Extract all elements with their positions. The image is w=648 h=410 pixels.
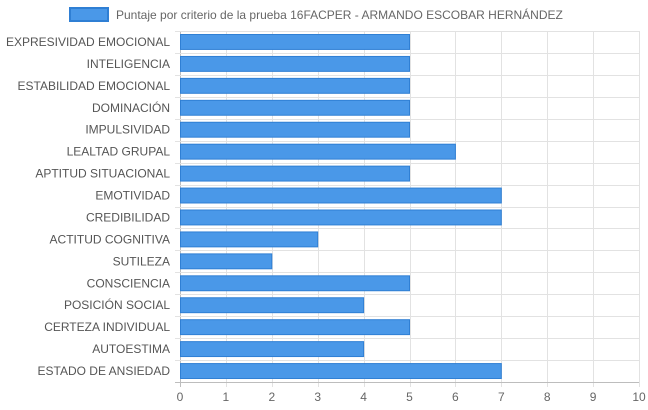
category-label: ESTABILIDAD EMOCIONAL <box>18 79 171 93</box>
x-tick-label: 6 <box>452 390 459 404</box>
category-label: APTITUD SITUACIONAL <box>35 167 170 181</box>
legend-label: Puntaje por criterio de la prueba 16FACP… <box>116 7 563 22</box>
bar[interactable] <box>180 341 365 358</box>
category-label: DOMINACIÓN <box>92 100 170 115</box>
bar[interactable] <box>180 231 319 248</box>
x-tick-label: 4 <box>360 390 367 404</box>
x-tick-label: 0 <box>177 390 184 404</box>
category-label: EMOTIVIDAD <box>95 189 170 203</box>
bar[interactable] <box>180 319 410 336</box>
bar[interactable] <box>180 187 502 204</box>
legend-swatch <box>69 7 109 22</box>
bar[interactable] <box>180 121 410 138</box>
x-tick-label: 2 <box>268 390 275 404</box>
category-label: CERTEZA INDIVIDUAL <box>44 320 170 334</box>
x-tick-label: 9 <box>590 390 597 404</box>
bar[interactable] <box>180 55 410 72</box>
bar[interactable] <box>180 99 410 116</box>
x-tick-label: 7 <box>498 390 505 404</box>
bar[interactable] <box>180 165 410 182</box>
bar[interactable] <box>180 297 365 314</box>
category-label: INTELIGENCIA <box>87 57 170 71</box>
bar[interactable] <box>180 143 456 160</box>
category-label: EXPRESIVIDAD EMOCIONAL <box>6 35 170 49</box>
category-label: AUTOESTIMA <box>92 342 170 356</box>
bar[interactable] <box>180 209 502 226</box>
category-label: LEALTAD GRUPAL <box>67 145 171 159</box>
chart-legend[interactable]: Puntaje por criterio de la prueba 16FACP… <box>69 7 563 22</box>
category-labels: EXPRESIVIDAD EMOCIONAL INTELIGENCIA ESTABI… <box>6 35 170 378</box>
bar[interactable] <box>180 77 410 94</box>
bars <box>180 34 502 379</box>
bar[interactable] <box>180 34 410 50</box>
category-label: ACTITUD COGNITIVA <box>50 232 170 246</box>
category-label: IMPULSIVIDAD <box>85 123 170 137</box>
bar[interactable] <box>180 275 410 292</box>
x-tick-label: 8 <box>544 390 551 404</box>
category-label: ESTADO DE ANSIEDAD <box>38 364 171 378</box>
x-tick-label: 1 <box>223 390 230 404</box>
x-tick-label: 10 <box>632 390 646 404</box>
category-label: POSICIÓN SOCIAL <box>64 297 170 312</box>
x-axis-ticks: 0 1 2 3 4 5 6 7 8 9 10 <box>177 390 646 404</box>
category-label: SUTILEZA <box>113 254 170 268</box>
x-tick-label: 5 <box>406 390 413 404</box>
bar[interactable] <box>180 253 273 270</box>
x-tick-label: 3 <box>314 390 321 404</box>
bar[interactable] <box>180 363 502 379</box>
category-label: CONSCIENCIA <box>87 276 170 290</box>
category-label: CREDIBILIDAD <box>86 210 170 224</box>
grid-lines <box>175 31 640 387</box>
